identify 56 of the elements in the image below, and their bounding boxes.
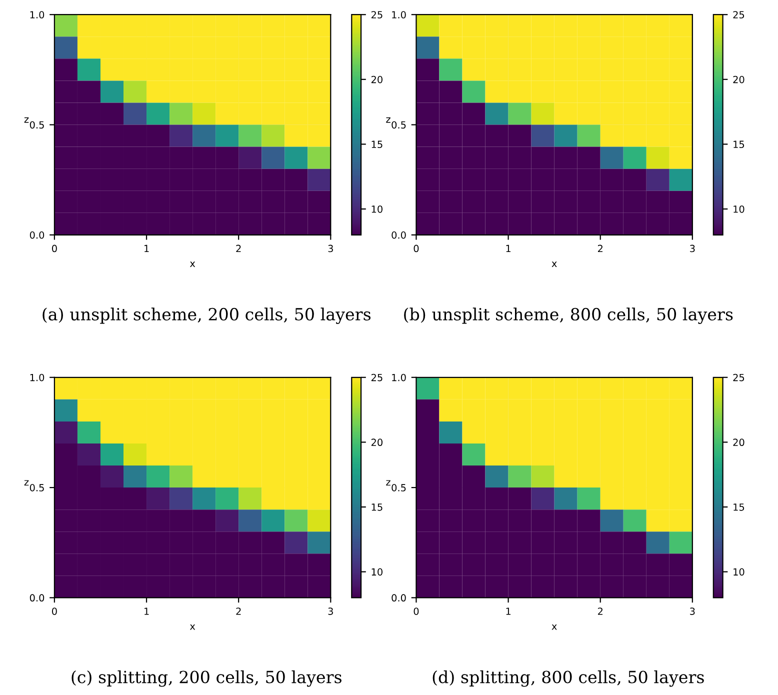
y-tick-label: 1.0: [392, 11, 406, 18]
x-axis-title: x: [190, 262, 196, 267]
y-tick-label: 0.0: [392, 231, 406, 239]
x-tick-label: 3: [690, 244, 695, 252]
color-bar-label: 15: [734, 140, 744, 148]
x-tick-label: 3: [328, 244, 333, 252]
y-axis-title: z: [386, 117, 390, 123]
color-bar-label: 20: [733, 438, 744, 446]
y-tick-label: 1.0: [30, 374, 44, 382]
x-tick-label: 3: [690, 608, 695, 615]
x-tick-label: 2: [236, 608, 241, 615]
x-tick-label: 0: [52, 608, 57, 615]
y-tick-label: 1.0: [30, 11, 44, 18]
y-axis-title: z: [24, 117, 29, 123]
color-bar-label: 25: [371, 374, 382, 382]
text: (a) unsplit scheme, 200 cells, 50 layers: [42, 308, 371, 324]
color-bar-label: 10: [734, 205, 744, 213]
color-bar-label: 15: [372, 140, 382, 148]
text: (b) unsplit scheme, 800 cells, 50 layers: [404, 308, 733, 324]
x-tick-label: 2: [236, 244, 241, 252]
x-tick-label: 0: [414, 244, 419, 252]
color-bar-label: 10: [372, 205, 382, 213]
y-tick-label: 0.0: [30, 231, 44, 239]
y-tick-label: 0.5: [30, 121, 44, 129]
x-tick-label: 3: [328, 608, 333, 615]
y-tick-label: 0.0: [392, 594, 406, 602]
text: (c) splitting, 200 cells, 50 layers: [72, 670, 342, 687]
y-tick-label: 0.5: [30, 484, 44, 492]
color-bar-label: 25: [733, 374, 744, 382]
y-tick-label: 0.5: [392, 121, 406, 129]
color-bar-label: 20: [371, 438, 382, 446]
x-axis-title: x: [552, 624, 557, 630]
y-tick-label: 0.5: [392, 484, 406, 492]
color-bar-label: 20: [371, 76, 382, 84]
x-axis-title: x: [190, 624, 196, 630]
x-tick-label: 1: [144, 244, 149, 252]
text: (d) splitting, 800 cells, 50 layers: [432, 670, 704, 687]
x-tick-label: 1: [506, 244, 510, 252]
x-axis-title: x: [552, 262, 557, 267]
x-tick-label: 2: [598, 244, 602, 252]
x-tick-label: 0: [52, 244, 57, 252]
color-bar-label: 15: [372, 504, 382, 511]
y-axis-title: z: [24, 480, 29, 486]
color-bar-label: 10: [372, 568, 382, 576]
x-tick-label: 1: [506, 608, 510, 615]
color-bar-label: 25: [371, 11, 382, 18]
x-tick-label: 0: [414, 608, 419, 615]
color-bar-label: 20: [733, 76, 744, 84]
color-bar-label: 25: [733, 11, 744, 18]
y-axis-title: z: [386, 480, 390, 486]
x-tick-label: 1: [144, 608, 149, 615]
x-tick-label: 2: [598, 608, 602, 615]
y-tick-label: 1.0: [392, 374, 406, 382]
color-bar-label: 10: [734, 568, 744, 576]
y-tick-label: 0.0: [30, 594, 44, 602]
color-bar-label: 15: [734, 504, 744, 511]
